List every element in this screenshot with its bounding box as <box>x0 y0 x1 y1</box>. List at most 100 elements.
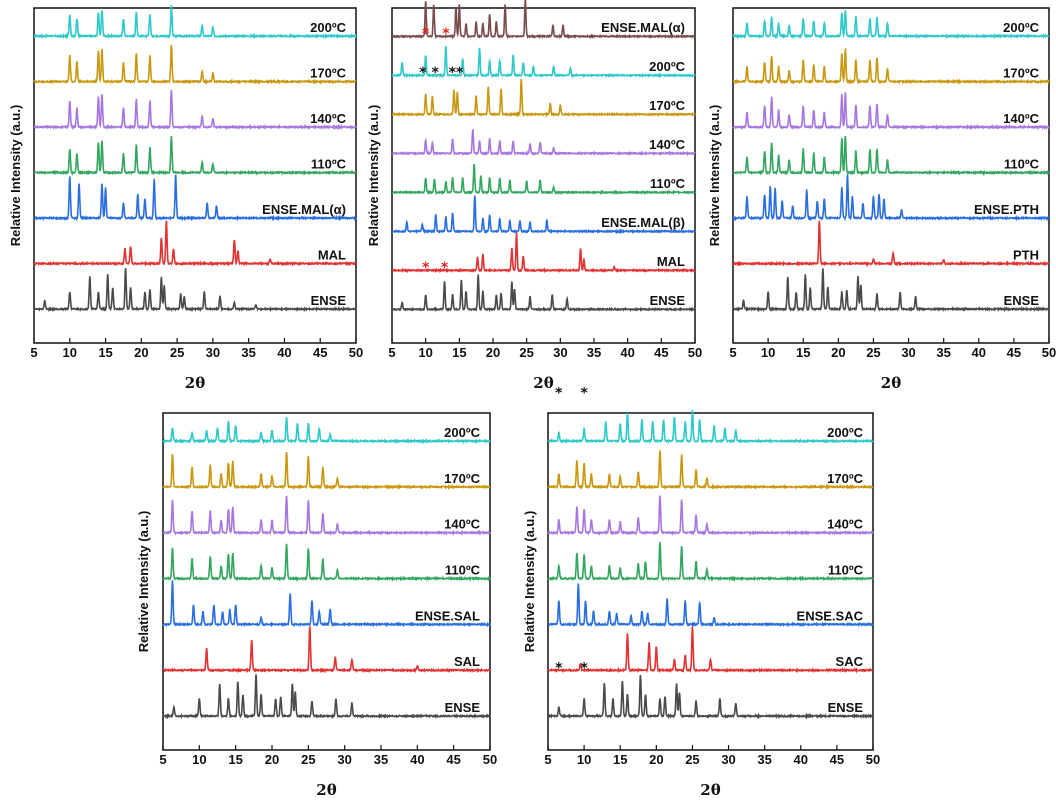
series-line <box>547 626 874 674</box>
series-label: ENSE.MAL(α) <box>262 202 346 217</box>
series-label: 200ºC <box>649 59 685 74</box>
panel-mal: 5 10 15 20 25 30 35 40 45 50 2θ Relative Intensity … <box>8 5 363 392</box>
x-tick-label: 45 <box>1007 345 1021 360</box>
series-line <box>33 44 357 86</box>
peak-star-marker: * <box>555 385 563 401</box>
series-label: ENSE.MAL(β) <box>601 215 685 230</box>
peak-star-marker: * <box>580 660 588 676</box>
x-tick-label: 45 <box>654 345 668 360</box>
y-axis-title: Relative Intensity (a.u.) <box>707 105 722 247</box>
x-tick-label: 15 <box>452 345 466 360</box>
series-line <box>391 164 696 196</box>
series-line <box>547 495 874 537</box>
series-line <box>547 583 874 628</box>
series-label: 170ºC <box>827 471 863 486</box>
x-tick-label: 25 <box>301 752 315 767</box>
peak-star-marker: * <box>442 26 450 42</box>
series-line <box>547 409 874 445</box>
x-axis-title: 2θ <box>700 781 720 799</box>
series-line <box>33 136 357 176</box>
series-line <box>162 674 491 720</box>
series-label: 140ºC <box>827 517 863 532</box>
x-tick-label: 20 <box>134 345 148 360</box>
x-tick-label: 25 <box>170 345 184 360</box>
peak-star-marker: * * <box>419 65 439 81</box>
series-label: ENSE.SAC <box>797 608 864 623</box>
x-tick-label: 30 <box>337 752 351 767</box>
series-line <box>162 626 491 674</box>
x-tick-label: 10 <box>761 345 775 360</box>
x-tick-label: 50 <box>483 752 497 767</box>
x-tick-label: 25 <box>866 345 880 360</box>
series-label: 200ºC <box>444 425 480 440</box>
panel-sal: 5 10 15 20 25 30 35 40 45 50 2θ Relative Intensity … <box>136 412 497 799</box>
x-tick-label: 25 <box>519 345 533 360</box>
x-tick-label: 50 <box>1042 345 1056 360</box>
series-line <box>162 417 491 445</box>
x-tick-label: 15 <box>228 752 242 767</box>
x-tick-label: 50 <box>349 345 363 360</box>
series-line <box>732 220 1050 267</box>
series-label: ENSE <box>311 293 347 308</box>
x-tick-label: 15 <box>796 345 810 360</box>
x-tick-label: 40 <box>410 752 424 767</box>
peak-star-marker: * * <box>419 0 439 3</box>
series-line <box>162 580 491 628</box>
x-tick-label: 5 <box>388 345 395 360</box>
x-tick-label: 30 <box>721 752 735 767</box>
x-tick-label: 15 <box>98 345 112 360</box>
x-tick-label: 30 <box>901 345 915 360</box>
series-label: 140ºC <box>444 517 480 532</box>
series-line <box>547 674 874 720</box>
panel-mal-beta: 5 10 15 20 25 30 35 40 45 50 2θ Relative Intensity … <box>366 0 702 392</box>
x-tick-label: 10 <box>418 345 432 360</box>
series-label: SAC <box>836 654 864 669</box>
series-line <box>732 10 1050 40</box>
peak-star-marker: ** <box>449 0 464 3</box>
series-label: 200ºC <box>310 20 346 35</box>
plot-frame <box>732 7 1050 344</box>
series-line <box>391 46 696 79</box>
y-axis-title: Relative Intensity (a.u.) <box>366 105 381 247</box>
x-axis-title: 2θ <box>533 374 553 392</box>
series-line <box>391 274 696 313</box>
series-label: 140ºC <box>310 111 346 126</box>
y-axis-title: Relative Intensity (a.u.) <box>522 511 537 653</box>
x-tick-label: 35 <box>757 752 771 767</box>
series-label: 170ºC <box>649 98 685 113</box>
x-tick-label: 20 <box>831 345 845 360</box>
series-line <box>391 129 696 157</box>
series-label: ENSE <box>445 700 481 715</box>
x-tick-label: 35 <box>587 345 601 360</box>
panel-sac: 5 10 15 20 25 30 35 40 45 50 2θ Relative Intensity … <box>522 385 880 799</box>
series-label: PTH <box>1013 248 1039 263</box>
series-label: 110ºC <box>650 176 686 191</box>
x-tick-label: 35 <box>374 752 388 767</box>
series-label: 200ºC <box>827 425 863 440</box>
plot-frame <box>162 412 491 751</box>
y-axis-title: Relative Intensity (a.u.) <box>8 105 23 247</box>
series-line <box>391 195 696 235</box>
peak-star-marker: * <box>422 26 430 42</box>
x-tick-label: 50 <box>688 345 702 360</box>
series-label: ENSE.MAL(α) <box>601 20 685 35</box>
series-label: ENSE <box>650 293 686 308</box>
series-label: 140ºC <box>649 137 685 152</box>
x-tick-label: 5 <box>30 345 37 360</box>
series-label: MAL <box>318 248 346 263</box>
x-tick-label: 10 <box>192 752 206 767</box>
series-line <box>732 174 1050 222</box>
x-tick-label: 5 <box>159 752 166 767</box>
peak-star-marker: * <box>580 385 588 401</box>
series-label: ENSE.SAL <box>415 608 480 623</box>
x-tick-label: 40 <box>620 345 634 360</box>
x-tick-label: 20 <box>486 345 500 360</box>
series-line <box>391 78 696 118</box>
series-line <box>33 268 357 313</box>
series-line <box>33 89 357 131</box>
x-tick-label: 30 <box>206 345 220 360</box>
x-tick-label: 50 <box>866 752 880 767</box>
series-label: SAL <box>454 654 480 669</box>
series-line <box>547 450 874 491</box>
